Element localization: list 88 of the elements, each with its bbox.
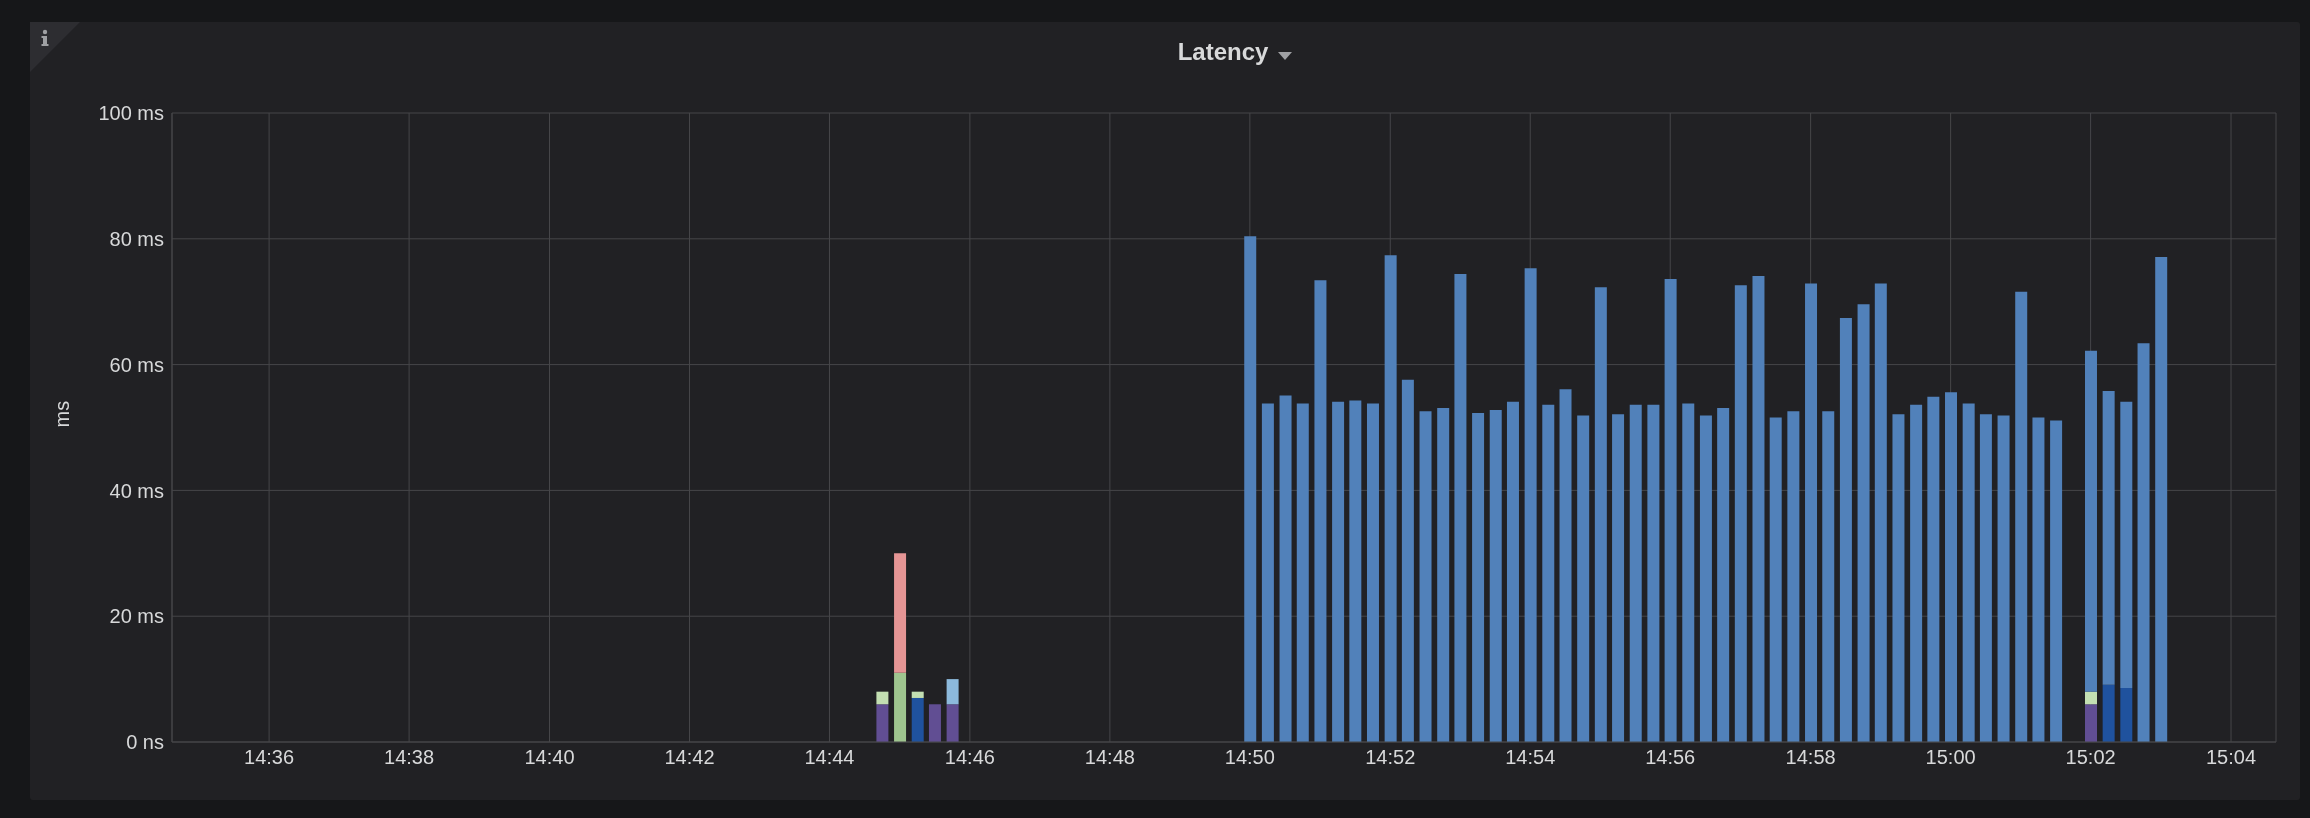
x-tick-label: 14:46 <box>944 746 995 769</box>
bar <box>1506 401 1519 742</box>
x-tick-label: 14:58 <box>1785 746 1836 769</box>
x-tick-label: 15:00 <box>1925 746 1976 769</box>
bar <box>1296 403 1309 742</box>
y-tick-label: 60 ms <box>109 353 164 376</box>
bar <box>2102 391 2115 685</box>
bar <box>1962 403 1975 742</box>
bar <box>1945 392 1958 742</box>
bar <box>1910 404 1923 742</box>
x-tick-label: 14:40 <box>524 746 575 769</box>
bar <box>1419 411 1432 742</box>
x-tick-label: 14:44 <box>804 746 855 769</box>
bar <box>2120 401 2133 688</box>
bar <box>1559 389 1572 742</box>
bar <box>911 691 924 698</box>
bar <box>1332 401 1345 742</box>
bar <box>2120 687 2133 742</box>
bar <box>1892 414 1905 742</box>
x-tick-label: 14:38 <box>384 746 435 769</box>
bar <box>1979 414 1992 742</box>
bar <box>876 704 889 742</box>
bar <box>1857 304 1870 742</box>
bar <box>2015 291 2028 742</box>
x-tick-label: 14:54 <box>1505 746 1556 769</box>
bar <box>1874 283 1887 742</box>
chart-title: Latency <box>1177 38 1269 65</box>
bar <box>1647 404 1660 742</box>
bar <box>1261 403 1274 742</box>
x-tick-label: 14:36 <box>244 746 295 769</box>
bar <box>1401 379 1414 742</box>
y-tick-label: 80 ms <box>109 227 164 250</box>
bar <box>2084 704 2097 742</box>
bar <box>2084 350 2097 692</box>
bar <box>2137 343 2150 742</box>
bar <box>1699 415 1712 742</box>
x-tick-label: 14:50 <box>1224 746 1275 769</box>
bar <box>1384 255 1397 742</box>
bar <box>2155 257 2168 742</box>
y-tick-label: 20 ms <box>109 605 164 628</box>
bar <box>1997 415 2010 742</box>
bar <box>1279 395 1292 742</box>
bar <box>2102 684 2115 742</box>
bar <box>1682 403 1695 742</box>
bar <box>1366 403 1379 742</box>
bar <box>2084 691 2097 705</box>
x-tick-label: 15:04 <box>2205 746 2257 769</box>
bar <box>946 704 959 742</box>
bar <box>1839 318 1852 742</box>
bar <box>1542 404 1555 742</box>
y-tick-label: 40 ms <box>109 479 164 502</box>
bar <box>1472 413 1485 742</box>
bar <box>1524 268 1537 742</box>
x-tick-label: 14:48 <box>1084 746 1135 769</box>
x-tick-label: 14:56 <box>1645 746 1696 769</box>
bar <box>1454 274 1467 742</box>
bar <box>946 679 959 705</box>
bar <box>928 704 941 742</box>
bar <box>1927 396 1940 742</box>
y-tick-label: 100 ms <box>98 102 164 125</box>
bar <box>894 553 907 673</box>
bar <box>1769 417 1782 742</box>
bar <box>1244 236 1257 742</box>
bar <box>1612 414 1625 742</box>
bar <box>1577 415 1590 742</box>
x-tick-label: 15:02 <box>2065 746 2116 769</box>
x-tick-label: 14:42 <box>664 746 715 769</box>
bar <box>1629 404 1642 742</box>
bar <box>1437 408 1450 742</box>
y-axis-title: ms <box>51 400 74 428</box>
bar <box>1717 408 1730 742</box>
y-tick-label: 0 ns <box>126 731 164 754</box>
bar <box>1349 400 1362 742</box>
bar <box>2032 417 2045 742</box>
bar <box>2050 420 2063 742</box>
bar <box>1594 287 1607 742</box>
bar <box>1734 285 1747 742</box>
x-tick-label: 14:52 <box>1365 746 1416 769</box>
bar <box>894 672 907 742</box>
bar <box>1664 279 1677 742</box>
bar <box>1752 275 1765 742</box>
bar <box>1489 409 1502 742</box>
bar <box>1314 280 1327 742</box>
bar <box>1787 411 1800 742</box>
bar <box>911 697 924 742</box>
bar <box>876 691 889 705</box>
bar <box>1805 283 1818 742</box>
bar <box>1822 411 1835 742</box>
